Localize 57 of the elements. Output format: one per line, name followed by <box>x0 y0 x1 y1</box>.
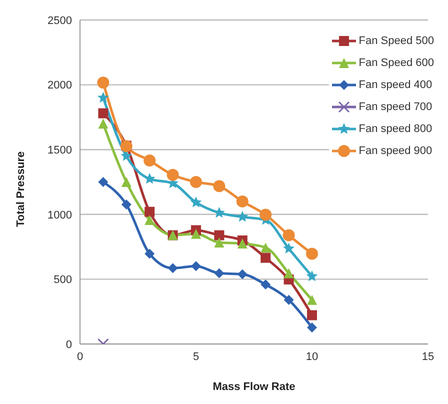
point <box>168 263 178 274</box>
legend-label: Fan speed 800 <box>358 122 432 137</box>
point <box>144 214 155 225</box>
point <box>307 294 317 305</box>
x-axis-title: Mass Flow Rate <box>212 381 296 393</box>
point <box>214 238 224 248</box>
point <box>98 118 108 129</box>
point <box>190 176 202 188</box>
point <box>214 230 224 240</box>
point <box>97 92 109 103</box>
legend-label: Fan speed 700 <box>358 100 432 115</box>
legend-label: Fan speed 400 <box>358 78 432 93</box>
y-tick-label: 500 <box>54 274 72 286</box>
point <box>214 268 224 278</box>
point <box>144 248 155 259</box>
point <box>306 248 318 260</box>
y-tick-label: 1000 <box>48 209 72 222</box>
point <box>306 270 318 282</box>
x-tick-label: 15 <box>422 350 434 363</box>
point <box>236 210 248 222</box>
legend-label: Fan Speed 600 <box>358 56 434 71</box>
legend-label: Fan speed 900 <box>358 144 432 159</box>
y-tick-label: 0 <box>66 338 72 351</box>
point <box>144 206 155 217</box>
point <box>144 154 156 166</box>
point <box>166 168 179 181</box>
y-tick-label: 2500 <box>48 14 72 27</box>
point <box>191 261 201 272</box>
point <box>260 280 271 290</box>
point <box>307 310 317 320</box>
point <box>191 228 201 239</box>
point <box>307 322 317 333</box>
x-tick-label: 5 <box>192 350 200 363</box>
point <box>260 208 272 221</box>
point <box>284 268 294 278</box>
legend-label: Fan Speed 500 <box>358 34 434 49</box>
point <box>213 180 226 192</box>
point <box>121 177 132 187</box>
x-tick-label: 10 <box>306 350 318 363</box>
point <box>98 177 108 187</box>
point <box>236 195 248 208</box>
point <box>121 200 132 210</box>
y-tick-label: 2000 <box>48 80 72 92</box>
point <box>237 269 248 280</box>
y-tick-label: 1500 <box>48 144 72 157</box>
point <box>282 229 295 242</box>
point <box>260 252 271 263</box>
x-tick-label: 0 <box>76 350 84 363</box>
point <box>237 238 248 249</box>
point <box>98 108 108 118</box>
point <box>260 242 271 253</box>
point <box>144 172 156 184</box>
point <box>283 242 295 254</box>
point <box>190 196 202 208</box>
y-axis-title: Total Pressure <box>14 151 27 227</box>
point <box>97 76 110 89</box>
point <box>284 294 294 305</box>
